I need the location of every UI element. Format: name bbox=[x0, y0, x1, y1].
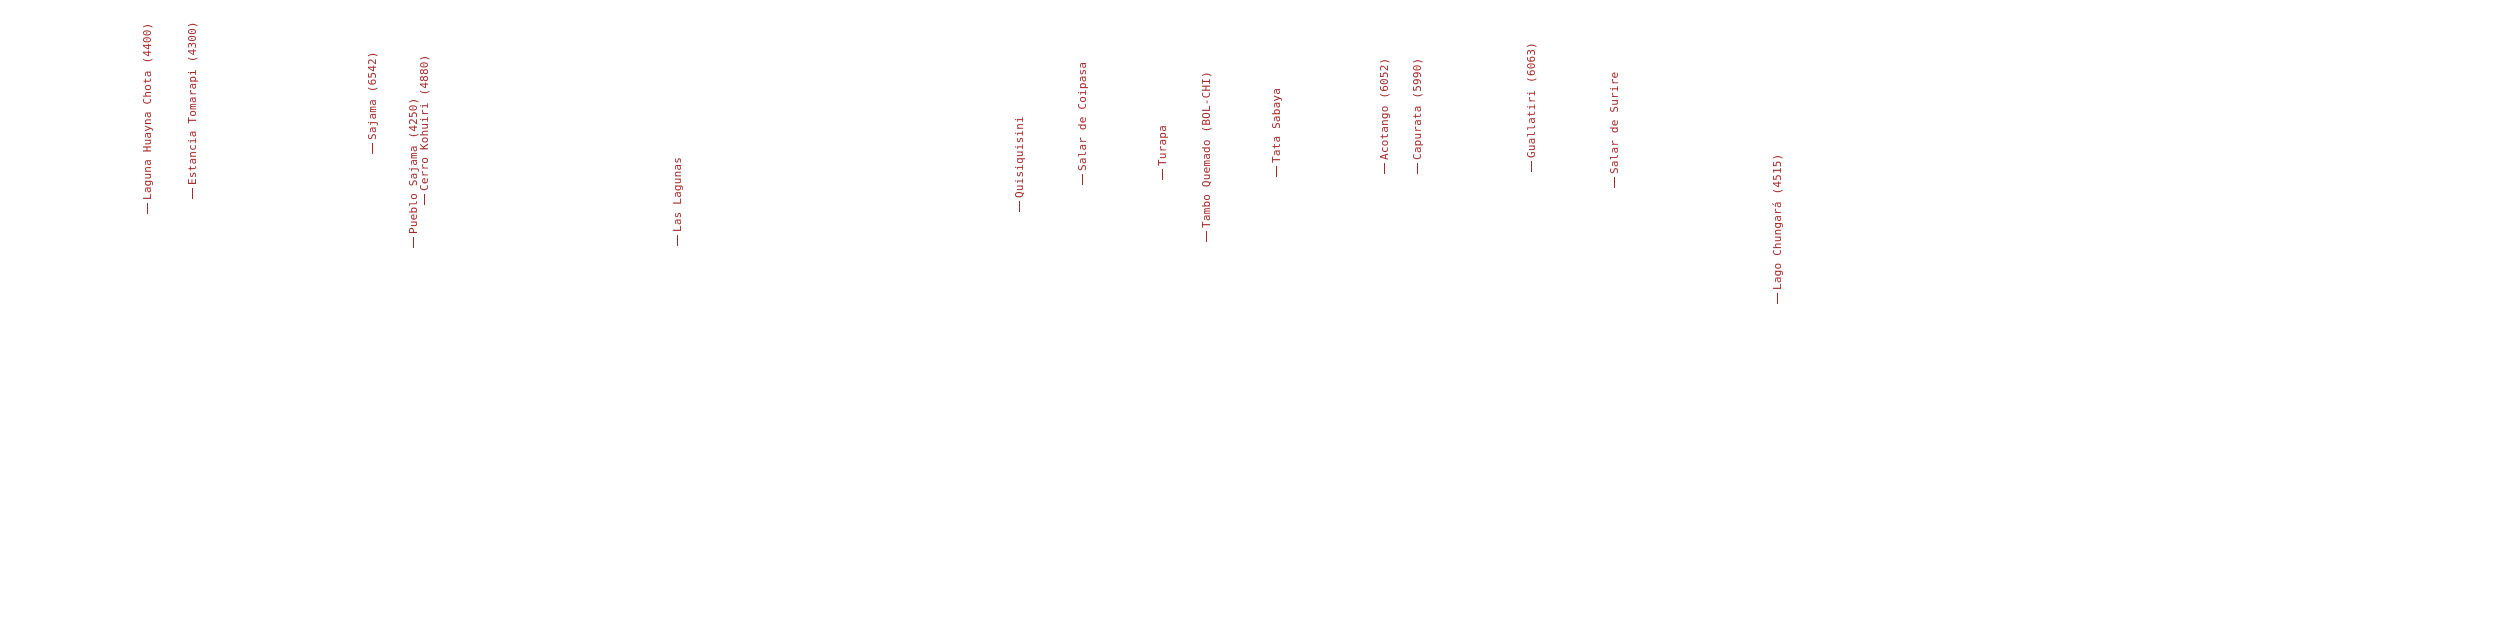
place-marker-tick bbox=[423, 194, 425, 205]
place-label-capurata: Capurata (5990) bbox=[1411, 58, 1424, 174]
place-marker-tick bbox=[371, 143, 373, 154]
place-label-salar-de-coipasa: Salar de Coipasa bbox=[1076, 62, 1089, 185]
place-marker-tick bbox=[1018, 201, 1020, 212]
place-marker-tick bbox=[146, 203, 148, 214]
place-label-estancia-tomarapi: Estancia Tomarapi (4300) bbox=[186, 21, 199, 199]
place-marker-tick bbox=[1081, 174, 1083, 185]
place-marker-tick bbox=[1205, 231, 1207, 242]
place-label-lago-chungara: Lago Chungará (4515) bbox=[1771, 154, 1784, 304]
place-marker-tick bbox=[1275, 166, 1277, 177]
place-label-salar-de-surire: Salar de Surire bbox=[1608, 72, 1621, 188]
place-marker-tick bbox=[1383, 163, 1385, 174]
place-label-guallatiri: Guallatiri (6063) bbox=[1525, 42, 1538, 172]
place-label-sajama: Sajama (6542) bbox=[366, 51, 379, 154]
place-label-turapa: Turapa bbox=[1156, 125, 1169, 180]
place-label-las-lagunas: Las Lagunas bbox=[671, 157, 684, 246]
place-marker-tick bbox=[1161, 169, 1163, 180]
place-marker-tick bbox=[1416, 163, 1418, 174]
place-marker-tick bbox=[412, 237, 414, 248]
place-label-tambo-quemado: Tambo Quemado (BOL-CHI) bbox=[1200, 71, 1213, 242]
place-label-quisiquisini: Quisiquisini bbox=[1013, 116, 1026, 212]
place-marker-tick bbox=[1530, 161, 1532, 172]
place-label-tata-sabaya: Tata Sabaya bbox=[1270, 88, 1283, 177]
place-label-cerro-kohuiri: Cerro Kohuiri (4880) bbox=[418, 55, 431, 205]
place-marker-tick bbox=[1613, 177, 1615, 188]
place-marker-tick bbox=[1776, 293, 1778, 304]
place-label-acotango: Acotango (6052) bbox=[1378, 58, 1391, 174]
place-marker-tick bbox=[676, 235, 678, 246]
place-marker-tick bbox=[191, 188, 193, 199]
place-label-laguna-huayna-chota: Laguna Huayna Chota (4400) bbox=[141, 23, 154, 214]
